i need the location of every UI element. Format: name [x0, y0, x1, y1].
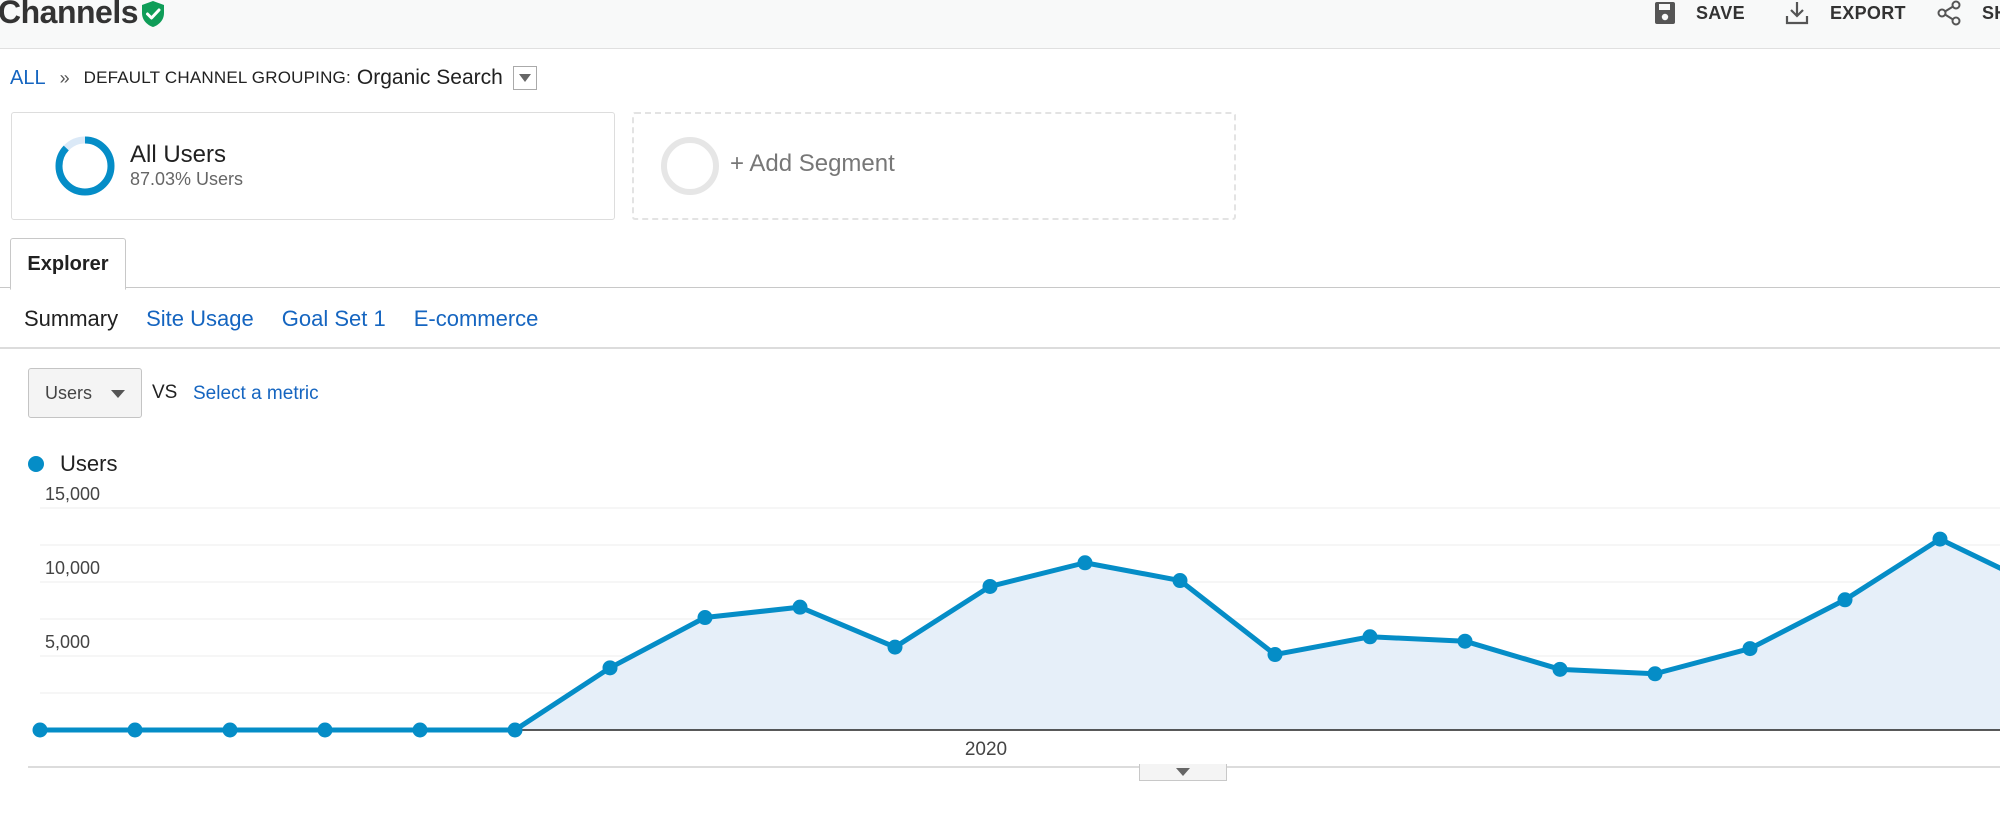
data-point	[1267, 647, 1283, 663]
chart-legend: Users	[28, 451, 117, 477]
data-point	[1552, 661, 1568, 677]
metric-select-value: Users	[45, 382, 93, 403]
add-segment-card[interactable]: + Add Segment	[632, 112, 1236, 220]
y-tick-label: 10,000	[45, 558, 100, 578]
data-point	[1742, 641, 1758, 657]
series-area	[40, 539, 2000, 730]
segment-card-all-users[interactable]: All Users 87.03% Users	[11, 112, 615, 220]
y-tick-label: 5,000	[45, 632, 90, 652]
subtab-divider	[0, 347, 2000, 349]
data-point	[792, 599, 808, 615]
export-label: EXPORT	[1830, 2, 1906, 23]
export-icon	[1785, 2, 1809, 25]
data-point	[1362, 629, 1378, 645]
grouping-label: DEFAULT CHANNEL GROUPING:	[83, 68, 351, 87]
caret-down-icon	[518, 74, 531, 82]
subtab-goal-set-1[interactable]: Goal Set 1	[281, 306, 386, 331]
page-title: Channels	[0, 0, 139, 30]
save-icon	[1655, 2, 1675, 24]
data-point	[412, 722, 428, 738]
vs-label: VS	[152, 382, 178, 403]
data-point	[32, 722, 48, 738]
share-icon	[1937, 0, 1961, 26]
tab-explorer[interactable]: Explorer	[10, 238, 126, 290]
data-point	[222, 722, 238, 738]
select-metric-link[interactable]: Select a metric	[193, 383, 319, 404]
export-button[interactable]: EXPORT	[1784, 0, 1906, 26]
data-point	[1077, 555, 1093, 571]
data-point	[1647, 666, 1663, 682]
subtab-e-commerce[interactable]: E-commerce	[413, 306, 539, 331]
chart-collapse-toggle[interactable]	[1139, 764, 1227, 781]
metric-select[interactable]: Users	[28, 368, 142, 418]
segment-name: All Users	[130, 141, 227, 168]
caret-down-icon	[1176, 768, 1190, 776]
data-point	[887, 639, 903, 655]
data-point	[1932, 531, 1948, 547]
data-point	[317, 722, 333, 738]
breadcrumb-all-link[interactable]: ALL	[10, 66, 46, 89]
y-tick-label: 15,000	[45, 484, 100, 504]
breadcrumb-separator: »	[59, 67, 70, 88]
add-segment-label: + Add Segment	[730, 150, 895, 177]
chart-svg: 15,000 10,000 5,000 2020	[28, 484, 2000, 768]
data-point	[1457, 633, 1473, 649]
share-button[interactable]: SH	[1936, 0, 2000, 26]
verified-shield-icon	[140, 0, 166, 28]
data-point	[507, 722, 523, 738]
data-point	[127, 722, 143, 738]
top-bar: Channels SAVE EXPORT SH	[0, 0, 2000, 49]
data-point	[602, 660, 618, 676]
series-line	[40, 536, 2000, 733]
save-button[interactable]: SAVE	[1654, 0, 1745, 26]
share-label: SH	[1982, 2, 2000, 23]
caret-down-icon	[111, 390, 125, 398]
data-point	[697, 610, 713, 626]
x-axis-label: 2020	[965, 739, 1007, 760]
data-point	[1172, 573, 1188, 589]
segment-percentage: 87.03% Users	[130, 169, 244, 189]
data-point	[1837, 592, 1853, 608]
subtabs: Summary Site Usage Goal Set 1 E-commerce	[24, 306, 566, 332]
empty-segment-ring-icon	[661, 137, 719, 195]
save-label: SAVE	[1696, 2, 1745, 23]
segment-ring-icon	[55, 136, 115, 196]
legend-dot	[28, 456, 44, 472]
breadcrumb: ALL » DEFAULT CHANNEL GROUPING: Organic …	[10, 66, 537, 90]
subtab-summary[interactable]: Summary	[24, 306, 119, 331]
grouping-dropdown[interactable]	[512, 66, 537, 90]
tab-divider	[0, 287, 2000, 288]
line-chart: 15,000 10,000 5,000 2020	[0, 480, 2000, 819]
data-point	[982, 578, 998, 594]
subtab-site-usage[interactable]: Site Usage	[146, 306, 254, 331]
legend-label: Users	[60, 451, 118, 476]
grouping-value: Organic Search	[356, 66, 503, 89]
